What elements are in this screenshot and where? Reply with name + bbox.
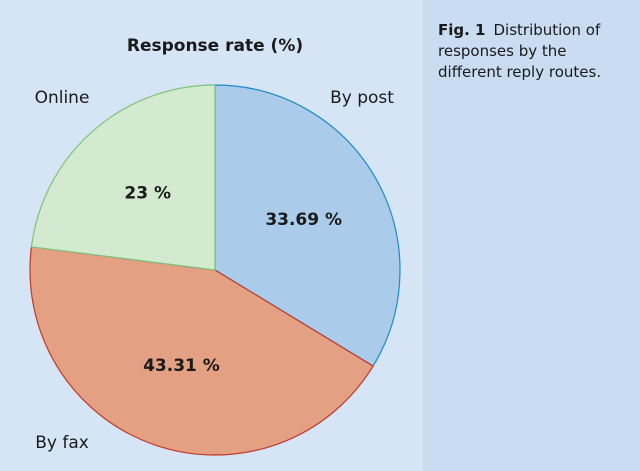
pie-slice: [30, 84, 216, 271]
caption-text: Distribution of responses by the differe…: [438, 21, 602, 81]
chart: Response rate (%) 33.69 % By post 43.31 % B…: [0, 0, 423, 471]
pie-slice: [214, 84, 401, 367]
pie-slice: [29, 246, 374, 456]
value-label: 23 %: [124, 184, 171, 204]
slice-label: Online: [35, 88, 90, 108]
caption-label: Fig. 1: [438, 21, 486, 39]
value-label: 43.31 %: [143, 356, 220, 376]
caption: Fig. 1 Distribution of responses by the d…: [438, 20, 630, 83]
chart-title: Response rate (%): [127, 36, 303, 56]
value-label: 33.69 %: [265, 210, 342, 230]
slice-label: By fax: [35, 433, 89, 453]
slice-label: By post: [330, 88, 394, 108]
